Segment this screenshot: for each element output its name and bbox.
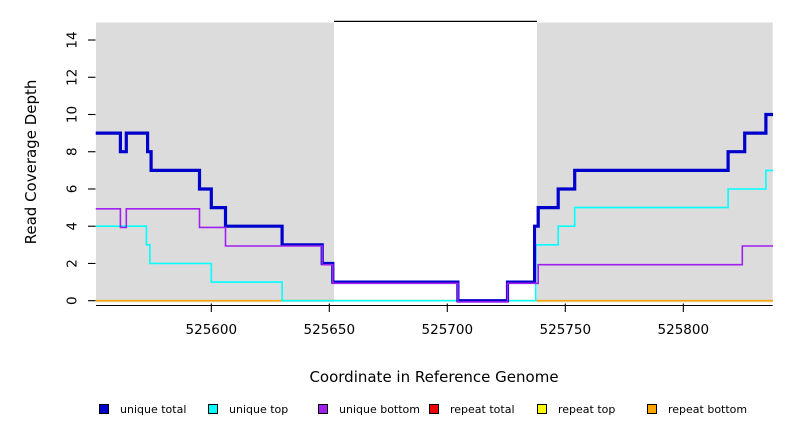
repeat-region-highlight	[334, 22, 537, 303]
legend-label: unique bottom	[339, 402, 421, 416]
x-tick-label: 525750	[540, 322, 592, 338]
legend-label: unique top	[229, 402, 289, 416]
legend-swatch-repeat-total	[429, 404, 439, 414]
legend-label: repeat total	[450, 402, 515, 416]
y-tick-label: 6	[65, 185, 81, 194]
legend-label: unique total	[120, 402, 187, 416]
series-line-unique-bottom	[95, 208, 773, 303]
y-tick-label: 4	[65, 222, 81, 231]
legend-item-unique-bottom: unique bottom	[318, 402, 420, 416]
x-tick-label: 525700	[422, 322, 474, 338]
legend-item-unique-top: unique top	[208, 402, 288, 416]
x-tick-label: 525650	[304, 322, 356, 338]
y-tick-label: 12	[65, 69, 81, 86]
y-tick-label: 0	[65, 296, 81, 305]
x-tick-label: 525800	[658, 322, 710, 338]
x-axis-title: Coordinate in Reference Genome	[309, 368, 559, 386]
y-axis-title: Read Coverage Depth	[22, 79, 40, 245]
legend-item-unique-total: unique total	[99, 402, 186, 416]
legend-item-repeat-top: repeat top	[537, 402, 615, 416]
y-tick-label: 10	[65, 106, 81, 123]
x-tick-label: 525600	[186, 322, 238, 338]
legend-swatch-repeat-top	[537, 404, 547, 414]
y-tick-label: 2	[65, 259, 81, 268]
legend-item-repeat-bottom: repeat bottom	[647, 402, 747, 416]
legend-swatch-unique-top	[208, 404, 218, 414]
legend-swatch-unique-bottom	[318, 404, 328, 414]
y-tick-label: 14	[65, 31, 81, 48]
legend-label: repeat bottom	[668, 402, 748, 416]
legend-label: repeat top	[558, 402, 616, 416]
legend-item-repeat-total: repeat total	[429, 402, 515, 416]
legend-swatch-repeat-bottom	[647, 404, 657, 414]
y-tick-label: 8	[65, 147, 81, 156]
legend-swatch-unique-total	[99, 404, 109, 414]
